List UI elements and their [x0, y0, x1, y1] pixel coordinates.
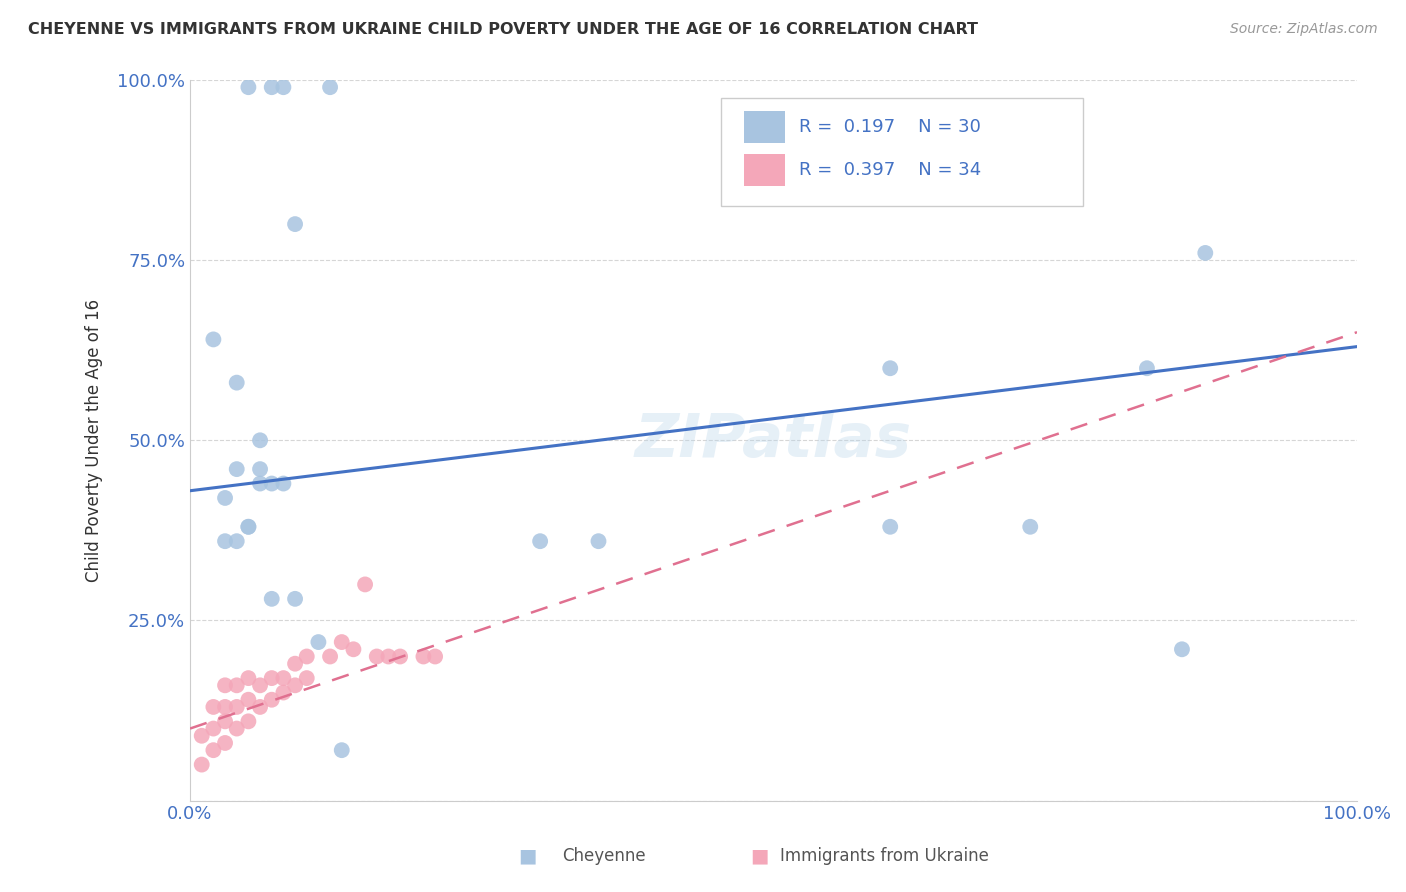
- Text: R =  0.397    N = 34: R = 0.397 N = 34: [799, 161, 981, 179]
- Point: [225, 462, 247, 476]
- Y-axis label: Child Poverty Under the Age of 16: Child Poverty Under the Age of 16: [86, 299, 103, 582]
- Point: [260, 591, 283, 606]
- Point: [214, 700, 236, 714]
- Point: [284, 217, 307, 231]
- Point: [273, 671, 295, 685]
- Point: [284, 678, 307, 692]
- Point: [377, 649, 399, 664]
- Point: [249, 700, 271, 714]
- Point: [273, 685, 295, 699]
- Point: [249, 476, 271, 491]
- FancyBboxPatch shape: [721, 98, 1083, 206]
- Point: [1194, 246, 1216, 260]
- Point: [249, 462, 271, 476]
- Point: [260, 692, 283, 706]
- Point: [202, 743, 225, 757]
- Point: [190, 729, 212, 743]
- Point: [879, 520, 901, 534]
- Point: [238, 80, 260, 95]
- Point: [238, 520, 260, 534]
- Text: Cheyenne: Cheyenne: [562, 847, 645, 865]
- Point: [330, 635, 353, 649]
- Point: [238, 671, 260, 685]
- Point: [273, 80, 295, 95]
- Point: [214, 491, 236, 505]
- Text: ■: ■: [749, 847, 769, 866]
- Point: [225, 700, 247, 714]
- Point: [588, 534, 610, 549]
- Point: [225, 534, 247, 549]
- Point: [1136, 361, 1159, 376]
- Point: [249, 434, 271, 448]
- Point: [284, 591, 307, 606]
- Point: [238, 520, 260, 534]
- Point: [284, 657, 307, 671]
- Point: [319, 649, 342, 664]
- Point: [202, 722, 225, 736]
- Point: [412, 649, 434, 664]
- Point: [238, 714, 260, 729]
- Point: [295, 671, 318, 685]
- Point: [225, 722, 247, 736]
- Point: [273, 476, 295, 491]
- Point: [295, 649, 318, 664]
- Point: [238, 692, 260, 706]
- Point: [225, 678, 247, 692]
- Text: CHEYENNE VS IMMIGRANTS FROM UKRAINE CHILD POVERTY UNDER THE AGE OF 16 CORRELATIO: CHEYENNE VS IMMIGRANTS FROM UKRAINE CHIL…: [28, 22, 979, 37]
- Text: ZIPatlas: ZIPatlas: [636, 411, 912, 470]
- Point: [307, 635, 329, 649]
- Bar: [744, 111, 785, 143]
- Point: [202, 333, 225, 347]
- Text: ■: ■: [517, 847, 537, 866]
- Point: [214, 534, 236, 549]
- Point: [879, 361, 901, 376]
- Point: [225, 376, 247, 390]
- Point: [190, 757, 212, 772]
- Point: [260, 671, 283, 685]
- Point: [214, 678, 236, 692]
- Point: [423, 649, 446, 664]
- Point: [319, 80, 342, 95]
- Point: [529, 534, 551, 549]
- Point: [354, 577, 377, 591]
- Point: [260, 476, 283, 491]
- Point: [342, 642, 364, 657]
- Point: [260, 80, 283, 95]
- Point: [389, 649, 412, 664]
- Point: [202, 700, 225, 714]
- Text: Source: ZipAtlas.com: Source: ZipAtlas.com: [1230, 22, 1378, 37]
- Point: [330, 743, 353, 757]
- Point: [366, 649, 388, 664]
- Point: [1171, 642, 1194, 657]
- Bar: [744, 153, 785, 186]
- Point: [214, 736, 236, 750]
- Point: [214, 714, 236, 729]
- Point: [249, 678, 271, 692]
- Point: [1019, 520, 1042, 534]
- Text: R =  0.197    N = 30: R = 0.197 N = 30: [799, 118, 981, 136]
- Text: Immigrants from Ukraine: Immigrants from Ukraine: [780, 847, 990, 865]
